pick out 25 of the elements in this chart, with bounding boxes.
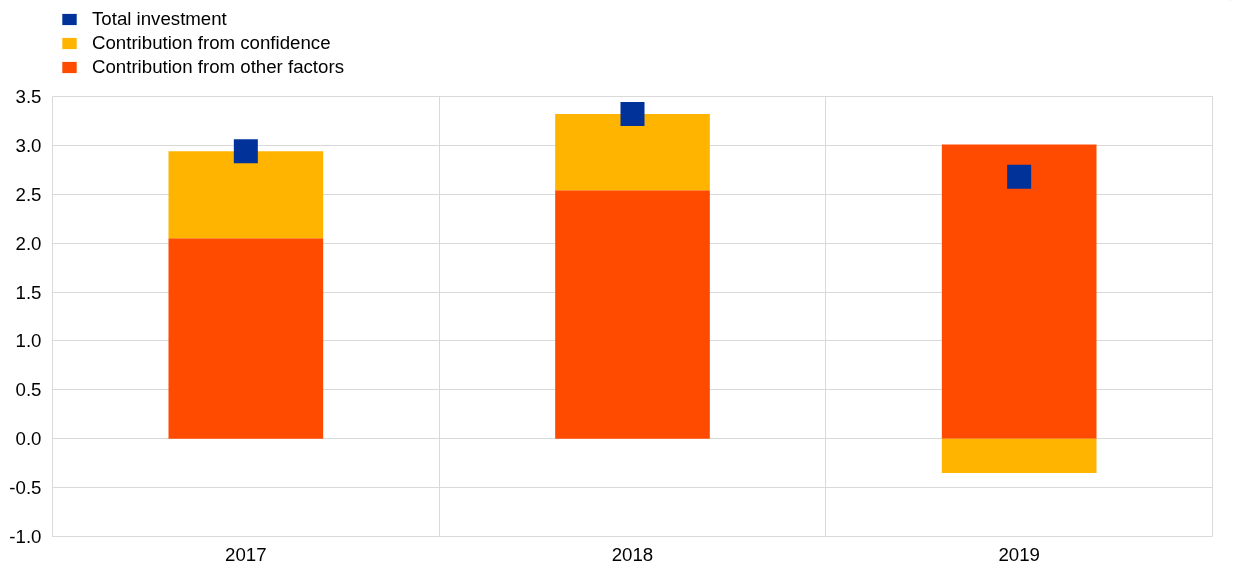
y-tick-label: -0.5 (9, 477, 42, 499)
bar (555, 114, 710, 191)
legend-label: Total investment (92, 8, 227, 30)
y-tick-label: 2.5 (15, 183, 42, 205)
point (233, 139, 258, 164)
y-tick-label: 1.5 (15, 281, 42, 303)
x-tick-label: 2017 (225, 543, 267, 565)
y-tick-label: 3.0 (15, 134, 42, 156)
y-tick-label: 2.0 (15, 232, 42, 254)
y-tick-label: 0.5 (15, 379, 42, 401)
bar (168, 238, 324, 439)
bar (168, 151, 324, 239)
x-tick-label: 2018 (611, 543, 654, 565)
bar (941, 144, 1097, 439)
point (1007, 164, 1032, 189)
y-tick-label: 3.5 (15, 86, 42, 107)
y-tick-label: 1.0 (15, 330, 42, 352)
legend-label: Contribution from confidence (92, 32, 331, 54)
bar (555, 190, 710, 439)
bar (941, 438, 1097, 473)
x-tick-label: 2019 (998, 543, 1040, 565)
legend-label: Contribution from other factors (92, 56, 344, 78)
y-tick-label: -1.0 (9, 526, 42, 547)
y-tick-label: 0.0 (15, 428, 42, 450)
point (620, 102, 645, 127)
